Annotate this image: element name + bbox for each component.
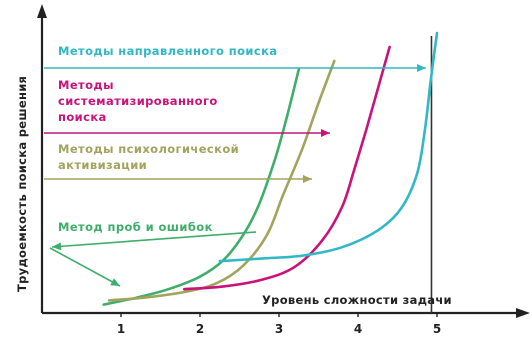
annotation-label: Метод проб и ошибок (58, 220, 213, 234)
psychological-activation-curve (107, 59, 336, 302)
annotation-label: Методы (58, 78, 114, 92)
annotation-arrow (51, 231, 257, 248)
trial-and-error-curve (102, 68, 301, 306)
annotation-arrowhead (303, 175, 312, 183)
annotation-arrowhead (417, 64, 426, 72)
x-tick-label: 4 (354, 322, 362, 336)
annotation-arrowhead (321, 129, 330, 137)
annotation-arrowhead (110, 278, 120, 286)
annotation-label: систематизированного (58, 94, 218, 108)
x-tick-label: 1 (117, 322, 125, 336)
chart-annotations: Методы направленного поиска Методы система… (44, 44, 426, 287)
annotation-label: Методы психологической (58, 142, 239, 156)
x-tick-label: 3 (275, 322, 283, 336)
x-tick-label: 2 (196, 322, 204, 336)
annotation-arrow (49, 247, 121, 287)
chart-series (102, 31, 439, 306)
x-tick-label: 5 (433, 322, 441, 336)
systematized-search-curve (182, 45, 391, 291)
y-axis-label: Трудоемкость поиска решения (15, 76, 29, 292)
chart-x-ticks: 1 2 3 4 5 (117, 313, 441, 336)
y-axis-arrow (37, 4, 47, 18)
directed-search-curve (218, 31, 439, 263)
x-axis-arrow (516, 308, 530, 318)
annotation-label: поиска (58, 110, 107, 124)
annotation-label: активизации (58, 158, 147, 172)
x-axis-label: Уровень сложности задачи (262, 293, 452, 307)
annotation-arrowhead (52, 242, 62, 251)
annotation-label: Методы направленного поиска (58, 44, 277, 58)
